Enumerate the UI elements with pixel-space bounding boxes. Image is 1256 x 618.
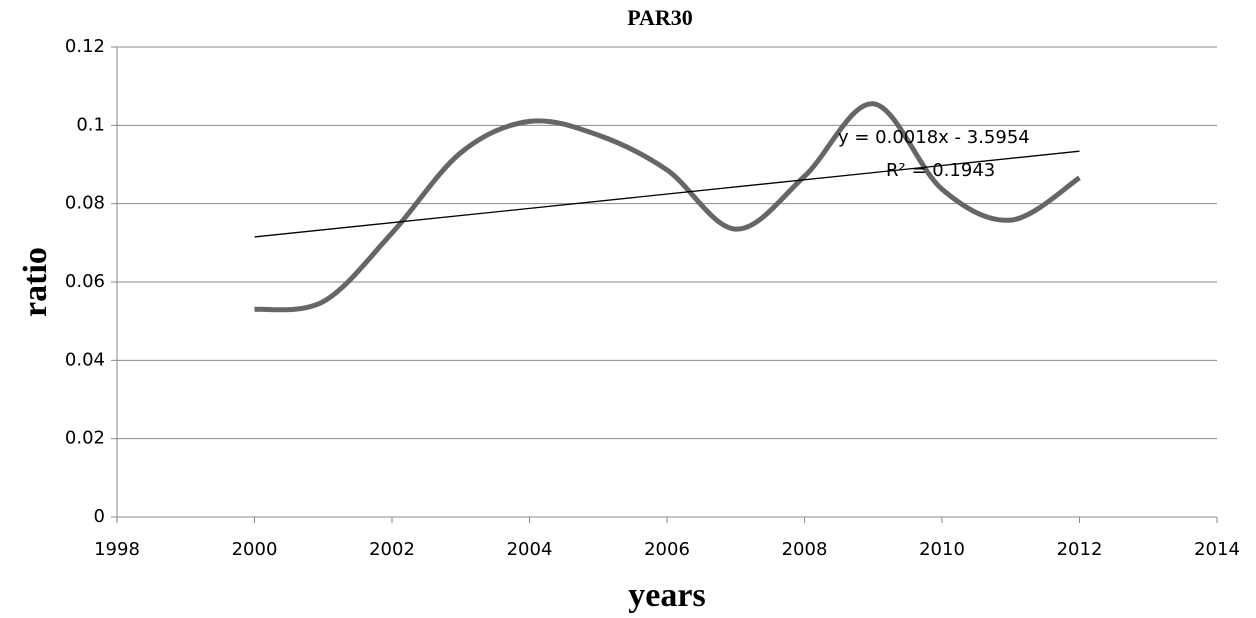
x-tick-label: 2014 xyxy=(1194,539,1240,560)
y-tick-label: 0 xyxy=(94,506,105,527)
x-tick-label: 2002 xyxy=(369,539,415,560)
x-tick-label: 2012 xyxy=(1057,539,1103,560)
y-tick-label: 0.12 xyxy=(65,36,105,57)
y-axis-label: ratio xyxy=(17,247,54,317)
x-tick-label: 2006 xyxy=(644,539,690,560)
x-tick-label: 2004 xyxy=(507,539,553,560)
trendline-equation: y = 0.0018x - 3.5954 xyxy=(838,127,1030,148)
y-tick-label: 0.1 xyxy=(76,114,105,135)
y-tick-label: 0.04 xyxy=(65,349,105,370)
chart-title: PAR30 xyxy=(627,5,693,30)
y-tick-label: 0.06 xyxy=(65,271,105,292)
y-tick-label: 0.02 xyxy=(65,428,105,449)
series-line xyxy=(254,101,1081,313)
x-tick-label: 2008 xyxy=(782,539,828,560)
trendline xyxy=(254,150,1080,238)
trendline-r-squared: R² = 0.1943 xyxy=(886,160,995,181)
x-tick-label: 1998 xyxy=(94,539,140,560)
x-axis-label: years xyxy=(628,577,705,614)
y-tick-label: 0.08 xyxy=(65,193,105,214)
x-tick-label: 2000 xyxy=(232,539,278,560)
x-tick-label: 2010 xyxy=(919,539,965,560)
